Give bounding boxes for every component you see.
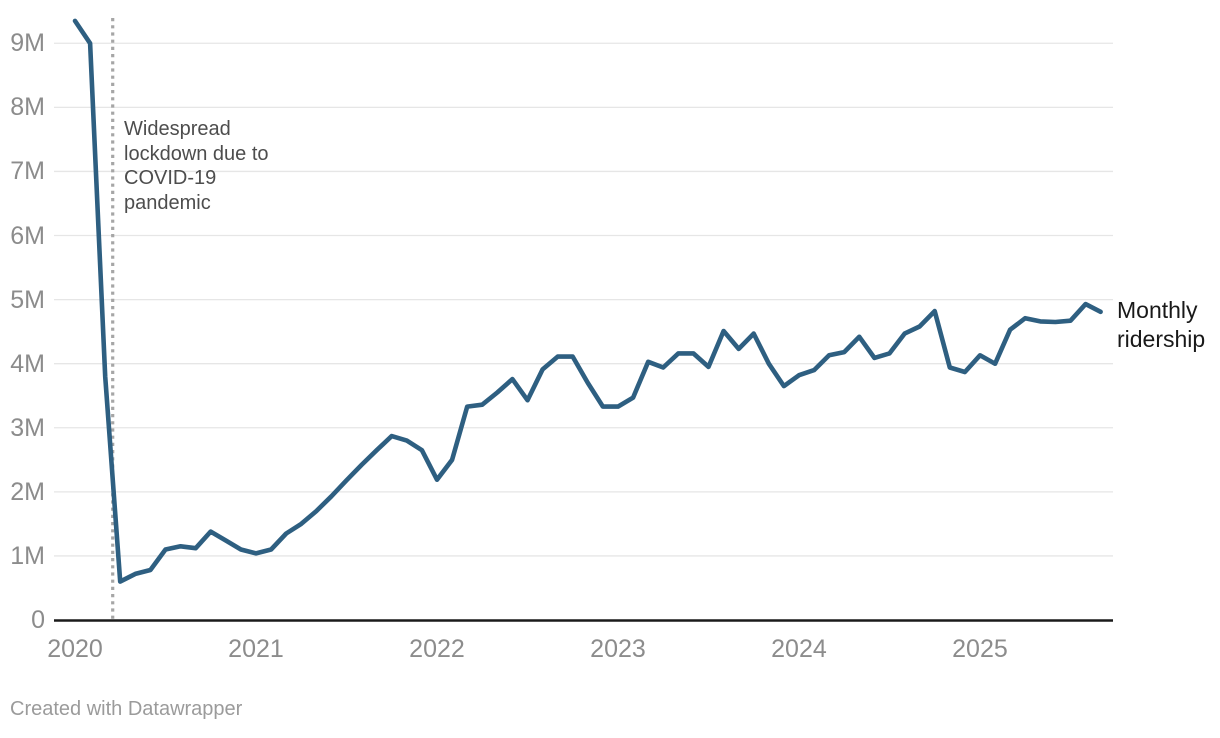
x-tick-label-2020: 2020 xyxy=(47,635,103,663)
series-label-monthly-ridership: Monthly ridership xyxy=(1117,297,1206,352)
y-tick-label-5M: 5M xyxy=(10,285,45,314)
lockdown-annotation-text: Widespread lockdown due to COVID-19 pand… xyxy=(124,118,269,214)
x-tick-label-2023: 2023 xyxy=(590,635,646,663)
monthly-ridership-line xyxy=(72,18,1103,584)
x-tick-label-2021: 2021 xyxy=(228,635,284,663)
x-tick-label-2022: 2022 xyxy=(409,635,465,663)
x-tick-label-2025: 2025 xyxy=(952,635,1008,663)
y-tick-label-9M: 9M xyxy=(10,29,45,58)
y-tick-label-7M: 7M xyxy=(10,157,45,186)
y-tick-label-2M: 2M xyxy=(10,477,45,506)
y-tick-label-6M: 6M xyxy=(10,221,45,250)
x-tick-label-2024: 2024 xyxy=(771,635,827,663)
y-tick-label-0: 0 xyxy=(31,606,45,634)
y-tick-label-8M: 8M xyxy=(10,93,45,122)
y-tick-label-1M: 1M xyxy=(10,541,45,570)
datawrapper-credit: Created with Datawrapper xyxy=(10,698,243,720)
y-tick-label-3M: 3M xyxy=(10,413,45,442)
y-tick-label-4M: 4M xyxy=(10,349,45,378)
